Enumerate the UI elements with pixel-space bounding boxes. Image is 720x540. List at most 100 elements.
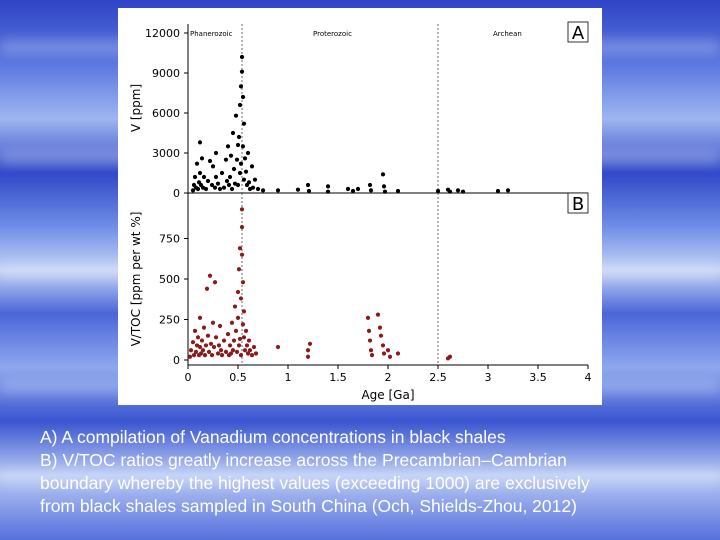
panel-a-data-point bbox=[246, 180, 252, 185]
panel-b-data-point bbox=[365, 315, 371, 320]
panel-a-ytick-label-1: 3000 bbox=[152, 147, 180, 160]
panel-a-data-point bbox=[240, 94, 246, 100]
xtick-label-7: 3.5 bbox=[529, 371, 547, 384]
panel-a-data-point bbox=[505, 188, 511, 193]
panel-a-data-point bbox=[325, 189, 331, 194]
panel-b-data-point bbox=[241, 335, 247, 340]
panel-a: 0 3000 6000 9000 12000 Phanerozoic Proterozo… bbox=[129, 21, 589, 200]
panel-a-data-point bbox=[197, 170, 203, 176]
xtick-label-5: 2.5 bbox=[429, 371, 447, 384]
panel-a-data-point bbox=[235, 182, 241, 188]
panel-a-data-point bbox=[190, 188, 196, 193]
panel-a-data-point bbox=[192, 174, 198, 180]
panel-a-data-point bbox=[239, 69, 245, 74]
panel-a-data-point bbox=[213, 174, 219, 180]
panel-b-data-point bbox=[204, 286, 210, 291]
panel-b-data-point bbox=[377, 325, 383, 330]
panel-b-data-point bbox=[239, 207, 245, 212]
panel-b-ytick-label-0: 0 bbox=[173, 354, 180, 367]
panel-b-data-point bbox=[235, 315, 241, 320]
panel-b-data-point bbox=[216, 343, 222, 348]
panel-a-data-point bbox=[249, 164, 255, 169]
panel-b-data-point bbox=[238, 353, 244, 358]
panel-b-data-point bbox=[229, 320, 235, 325]
panel-b-data-point bbox=[198, 351, 204, 356]
panel-a-data-point bbox=[233, 113, 239, 118]
panel-a-data-point bbox=[215, 181, 221, 186]
panel-b-data-point bbox=[368, 348, 374, 353]
panel-a-data-point bbox=[213, 150, 219, 156]
panel-b-data-point bbox=[447, 354, 453, 359]
panel-b-ylabel: V/TOC [ppm per wt %] bbox=[129, 212, 143, 347]
panel-b-data-point bbox=[238, 296, 244, 301]
panel-a-data-point bbox=[203, 186, 209, 192]
panel-a-data-point bbox=[235, 142, 241, 148]
panel-b-data-point bbox=[228, 351, 234, 356]
panel-a-data-point bbox=[209, 182, 215, 188]
panel-b-data-point bbox=[219, 353, 225, 358]
panel-b-ytick-label-1: 250 bbox=[159, 314, 180, 327]
panel-b-data-point bbox=[237, 336, 243, 342]
panel-a-data-point bbox=[395, 188, 401, 194]
panel-a-data-point bbox=[306, 188, 312, 194]
panel-a-data-point bbox=[219, 170, 225, 176]
panel-a-data-point bbox=[368, 188, 374, 193]
panel-b-data-point bbox=[378, 333, 384, 338]
panel-b-data-point bbox=[199, 338, 205, 343]
panel-b-data-point bbox=[240, 280, 246, 285]
panel-a-data-point bbox=[455, 188, 461, 193]
panel-a-data-point bbox=[243, 169, 249, 174]
panel-a-data-point bbox=[226, 182, 232, 188]
panel-b-data-point bbox=[203, 343, 209, 348]
panel-b-data-point bbox=[197, 344, 203, 350]
panel-b-data-point bbox=[201, 325, 207, 330]
panel-a-data-point bbox=[245, 150, 251, 156]
panel-a-data-point bbox=[350, 188, 356, 194]
panel-b-data-point bbox=[305, 354, 311, 359]
panel-b-ytick-label-3: 750 bbox=[159, 233, 180, 246]
panel-b-data-point bbox=[367, 338, 373, 343]
panel-b-data-point bbox=[202, 353, 208, 358]
panel-b-data-point bbox=[206, 349, 212, 354]
panel-a-data-point bbox=[230, 130, 236, 136]
panel-b-data-point bbox=[307, 341, 313, 346]
panel-a-data-point bbox=[199, 156, 205, 161]
panel-a-data-point bbox=[227, 174, 233, 180]
panel-b-data-point bbox=[230, 348, 236, 353]
panel-a-data-point bbox=[295, 187, 301, 192]
panel-b-data-point bbox=[249, 353, 255, 358]
panel-a-data-point bbox=[228, 153, 234, 158]
panel-b-data-point bbox=[375, 312, 381, 317]
panel-b-data-point bbox=[197, 315, 203, 320]
panel-b-data-point bbox=[215, 351, 221, 356]
panel-b-data-point bbox=[200, 348, 206, 353]
panel-a-data-point bbox=[435, 188, 441, 194]
panel-b-data-point bbox=[187, 354, 193, 359]
panel-b-data-point bbox=[207, 273, 213, 278]
panel-b-data-point bbox=[236, 343, 242, 348]
panel-a-data-point bbox=[238, 161, 244, 166]
panel-b-data-point bbox=[395, 351, 401, 356]
panel-b-data-point bbox=[209, 353, 215, 358]
panel-a-ytick-label-3: 9000 bbox=[152, 67, 180, 80]
panel-b-label: B bbox=[572, 194, 584, 215]
panel-a-data-point bbox=[242, 156, 248, 161]
panel-a-data-point bbox=[252, 177, 258, 182]
panel-b-data-point bbox=[380, 343, 386, 348]
eon-label-archean: Archean bbox=[493, 30, 522, 38]
panel-a-data-point bbox=[236, 134, 242, 140]
panel-b-data-point bbox=[193, 349, 199, 354]
panel-a-label: A bbox=[572, 23, 585, 44]
panel-a-data-point bbox=[380, 172, 386, 177]
panel-b-data-point bbox=[188, 348, 194, 353]
panel-b-data-point bbox=[387, 354, 393, 359]
panel-a-ytick-label-2: 6000 bbox=[152, 107, 180, 120]
panel-b-data-point bbox=[239, 225, 245, 230]
panel-a-data-point bbox=[205, 178, 211, 184]
panel-a-data-point bbox=[237, 170, 243, 176]
panel-a-data-point bbox=[255, 186, 261, 192]
panel-a-data-point bbox=[305, 182, 311, 188]
panel-a-data-point bbox=[241, 121, 247, 126]
caption: A) A compilation of Vanadium concentrati… bbox=[40, 426, 700, 518]
xtick-label-3: 1.5 bbox=[329, 371, 347, 384]
